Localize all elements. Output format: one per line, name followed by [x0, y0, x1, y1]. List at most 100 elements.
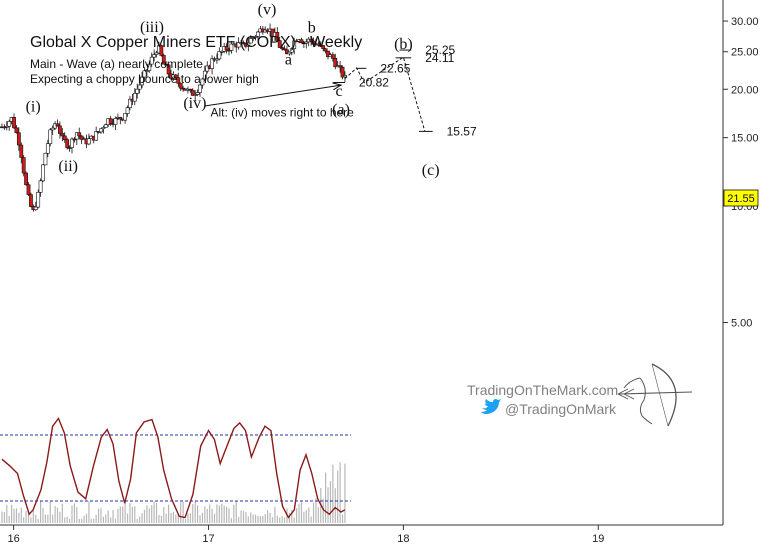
candle	[251, 36, 256, 42]
candle-body	[289, 48, 294, 53]
candle	[125, 105, 130, 117]
price-panel	[0, 23, 347, 212]
candle-body	[99, 128, 103, 133]
level-label: 24.11	[425, 51, 454, 65]
candle	[26, 182, 31, 196]
candle	[217, 47, 222, 61]
candle-body	[176, 77, 181, 84]
candle	[72, 136, 77, 143]
x-tick-label: 18	[397, 533, 409, 545]
level-label: 25.25	[425, 43, 455, 57]
wave-label: (ii)	[58, 158, 78, 175]
level-label: 15.57	[447, 124, 477, 138]
candle	[128, 96, 132, 111]
candle	[24, 171, 29, 186]
candle	[79, 135, 84, 145]
chart-title: Global X Copper Miners ETF (COPX) - Week…	[30, 34, 362, 51]
candle	[229, 40, 234, 54]
candle-body	[65, 139, 70, 148]
subtitle-line-1: Main - Wave (a) nearly complete	[30, 57, 203, 71]
level-label: 20.82	[359, 76, 389, 90]
candle	[55, 119, 60, 127]
candle	[190, 88, 195, 96]
candle	[144, 70, 149, 77]
candle	[101, 125, 106, 134]
candle	[123, 113, 128, 124]
candle	[246, 37, 251, 52]
candle-body	[217, 51, 222, 60]
candle	[50, 125, 55, 135]
candle-body	[103, 124, 108, 128]
candle	[299, 37, 304, 44]
candle	[321, 44, 326, 52]
candle	[154, 50, 159, 58]
candle	[36, 189, 41, 209]
candle-body	[304, 41, 309, 44]
candle-body	[198, 84, 202, 93]
candle	[29, 192, 33, 208]
candle	[282, 45, 287, 51]
candle	[340, 65, 345, 80]
candle-body	[125, 107, 130, 114]
candle	[140, 71, 144, 89]
candle-body	[21, 157, 26, 174]
candle	[304, 38, 309, 49]
candle-body	[55, 123, 60, 127]
candle-body	[45, 143, 50, 154]
candle-body	[149, 56, 154, 65]
candle	[311, 37, 316, 47]
candle-body	[72, 138, 77, 141]
candle-body	[123, 113, 128, 121]
candle-body	[7, 121, 12, 127]
alt-arrow-line	[204, 84, 342, 107]
candle-body	[62, 135, 67, 140]
candle-body	[229, 43, 234, 51]
candle-body	[323, 48, 328, 52]
y-tick-label: 15.00	[731, 133, 759, 145]
candle-body	[161, 55, 166, 65]
candle	[99, 128, 103, 135]
candle	[210, 55, 214, 75]
projection-path	[344, 56, 426, 132]
candle-body	[101, 127, 106, 130]
candle-body	[343, 74, 347, 78]
candle-body	[188, 88, 193, 91]
candle-body	[316, 43, 321, 46]
x-tick-label: 16	[8, 533, 20, 545]
candle	[7, 119, 12, 131]
candle	[292, 37, 297, 55]
candle	[16, 127, 21, 151]
candle	[176, 72, 181, 87]
candle-body	[60, 133, 65, 137]
candle-body	[159, 45, 164, 56]
candle	[48, 127, 53, 147]
candle-body	[330, 54, 335, 59]
candle-body	[67, 147, 72, 149]
candle	[159, 44, 164, 57]
candle-body	[26, 184, 31, 195]
candle-body	[195, 92, 200, 95]
candle	[224, 43, 229, 54]
wave-label: a	[285, 51, 292, 68]
candle-body	[108, 118, 113, 124]
candle-body	[142, 70, 147, 78]
y-tick-label: 20.00	[731, 84, 759, 96]
candle-body	[43, 152, 48, 166]
candle	[285, 45, 289, 55]
candle-body	[50, 127, 55, 131]
candle	[108, 115, 113, 126]
candle	[45, 139, 50, 158]
candle-body	[38, 180, 43, 193]
candle	[202, 65, 207, 82]
y-tick-label: 5.00	[731, 317, 752, 329]
candle-body	[193, 94, 198, 96]
candle-body	[200, 78, 205, 86]
candle-body	[140, 76, 144, 86]
candle-body	[340, 66, 345, 78]
candle-body	[118, 116, 123, 120]
candle-body	[154, 52, 159, 55]
candle	[135, 83, 140, 99]
candle	[256, 30, 260, 40]
